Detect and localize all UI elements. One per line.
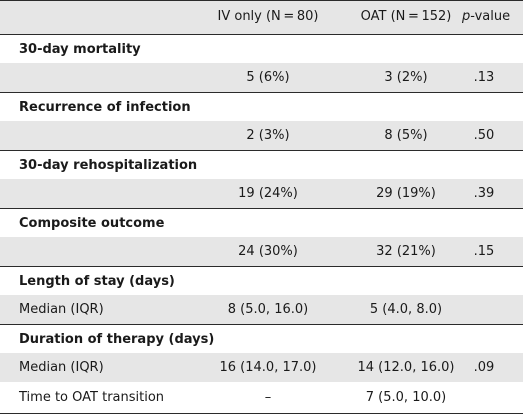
p-value: [462, 382, 506, 414]
section-row-composite: Composite outcome: [0, 208, 523, 237]
header-p-value: p-value: [462, 0, 510, 34]
oat-value: 14 (12.0, 16.0): [357, 360, 455, 375]
oat-value: 32 (21%): [376, 244, 436, 259]
section-row-duration-of-therapy: Duration of therapy (days): [0, 324, 523, 353]
data-row-mortality: 5 (6%) 3 (2%) .13: [0, 63, 523, 92]
oat-value: 7 (5.0, 10.0): [365, 390, 447, 405]
header-iv-only: IV only (N = 80): [217, 9, 319, 24]
p-value: .50: [473, 128, 495, 143]
section-label: Duration of therapy (days): [19, 332, 215, 347]
iv-value: 24 (30%): [238, 244, 298, 259]
oat-value: 5 (4.0, 8.0): [369, 302, 443, 317]
p-value: .13: [473, 70, 495, 85]
data-row-duration-of-therapy: Median (IQR) 16 (14.0, 17.0) 14 (12.0, 1…: [0, 353, 523, 382]
data-row-length-of-stay: Median (IQR) 8 (5.0, 16.0) 5 (4.0, 8.0): [0, 295, 523, 324]
section-label: Length of stay (days): [19, 274, 175, 289]
p-value: .09: [473, 360, 495, 375]
section-label: Composite outcome: [19, 216, 165, 231]
iv-value: 8 (5.0, 16.0): [227, 302, 309, 317]
data-row-composite: 24 (30%) 32 (21%) .15: [0, 237, 523, 266]
p-value: .39: [473, 186, 495, 201]
header-p-letter: p: [462, 9, 471, 24]
data-row-rehospitalization: 19 (24%) 29 (19%) .39: [0, 179, 523, 208]
section-label: Recurrence of infection: [19, 100, 191, 115]
section-label: 30-day mortality: [19, 42, 141, 57]
section-label: 30-day rehospitalization: [19, 158, 198, 173]
iv-value: 16 (14.0, 17.0): [219, 360, 317, 375]
header-oat: OAT (N = 152): [360, 9, 452, 24]
iv-value: 2 (3%): [246, 128, 290, 143]
iv-value: –: [264, 390, 272, 405]
iv-value: 5 (6%): [246, 70, 290, 85]
oat-value: 3 (2%): [384, 70, 428, 85]
section-row-mortality: 30-day mortality: [0, 34, 523, 63]
oat-value: 29 (19%): [376, 186, 436, 201]
table-header-row: IV only (N = 80) OAT (N = 152) p-value: [0, 0, 523, 34]
p-value: .15: [473, 244, 495, 259]
row-label: Time to OAT transition: [19, 390, 165, 405]
section-row-recurrence: Recurrence of infection: [0, 92, 523, 121]
oat-value: 8 (5%): [384, 128, 428, 143]
p-value: [462, 295, 506, 324]
iv-value: 19 (24%): [238, 186, 298, 201]
header-p-suffix: -value: [470, 9, 511, 24]
row-label: Median (IQR): [19, 302, 104, 317]
section-row-rehospitalization: 30-day rehospitalization: [0, 150, 523, 179]
data-row-time-to-oat: Time to OAT transition – 7 (5.0, 10.0): [0, 382, 523, 414]
row-label: Median (IQR): [19, 360, 104, 375]
data-row-recurrence: 2 (3%) 8 (5%) .50: [0, 121, 523, 150]
section-row-length-of-stay: Length of stay (days): [0, 266, 523, 295]
